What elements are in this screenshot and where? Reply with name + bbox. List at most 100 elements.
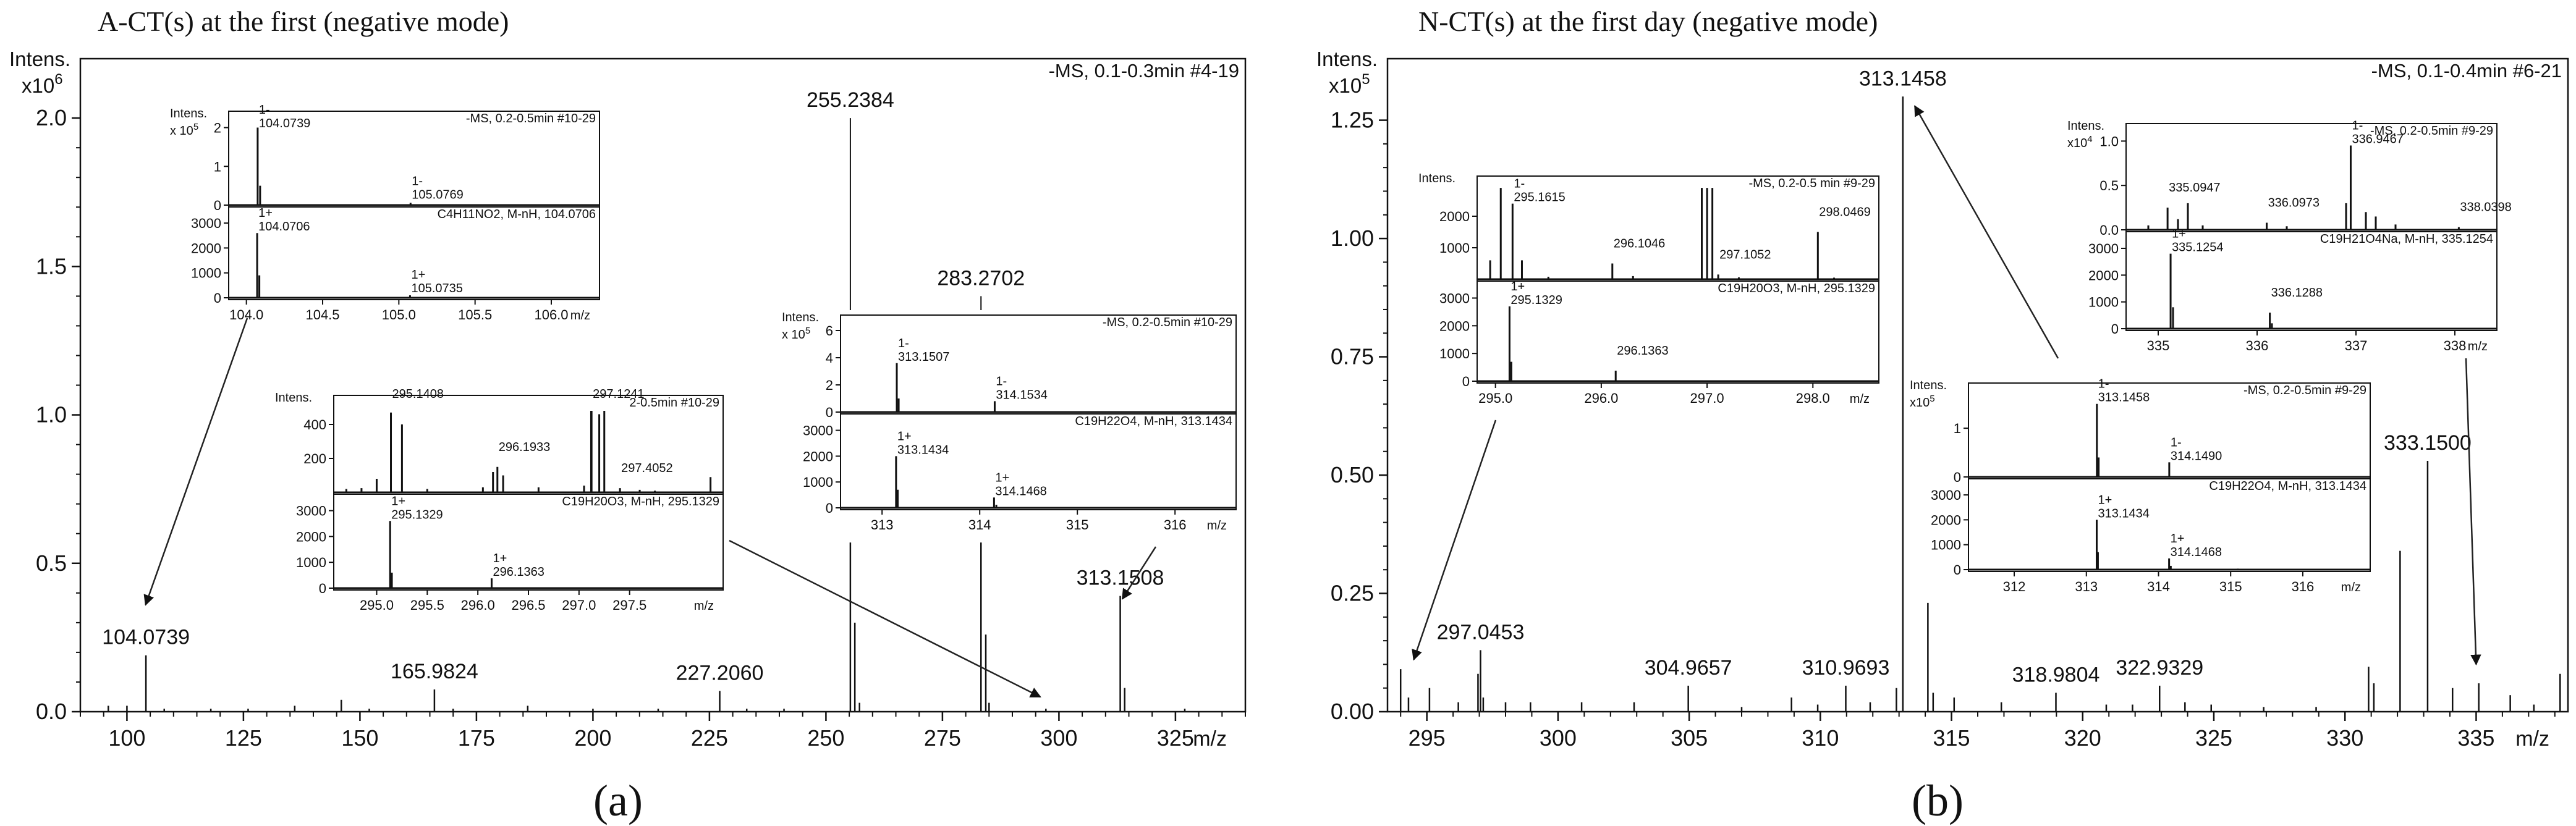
inset-y-tick-label: 1000 [191,266,221,281]
inset-peak-label: 1+ [897,429,912,443]
inset-header: C19H20O3, M-nH, 295.1329 [562,495,719,508]
inset-plot-area [2125,231,2498,331]
inset-peak-label: 314.1468 [2171,546,2222,559]
inset-peak-label: 297.4052 [621,461,672,475]
inset-header: -MS, 0.2-0.5min #10-29 [1103,316,1232,329]
inset-peak-label: 104.0706 [258,220,310,234]
inset-y-tick-label: 2 [826,377,833,393]
inset-header: -MS, 0.2-0.5min #9-29 [2370,124,2493,138]
inset-y-tick-label: 2000 [1439,209,1470,224]
inset-y-tick-label: 0 [826,405,833,420]
inset-header: 2-0.5min #10-29 [629,396,719,410]
inset-peak-label: 297.1052 [1719,248,1771,261]
inset-peak-label: 1+ [2171,532,2185,546]
inset-header: C19H20O3, M-nH, 295.1329 [1718,282,1875,295]
peak-label: 313.1458 [1859,67,1947,90]
inset-peak-label: 336.9467 [2352,133,2403,146]
inset-header: -MS, 0.2-0.5min #9-29 [2243,384,2366,397]
inset-y-tick-label: 2000 [1439,318,1470,334]
x-tick-label: 310 [1802,725,1839,751]
x-tick-label: 320 [2064,725,2101,751]
peak-label: 255.2384 [807,88,894,112]
inset-y-tick-label: 0 [319,581,326,596]
inset-peak-label: 1- [259,103,270,117]
inset-peak-label: 1- [2098,377,2109,391]
inset-peak-label: 1+ [2098,493,2112,507]
inset-peak-label: 1- [2171,436,2182,449]
x-tick-label: 250 [807,725,844,751]
inset-y-tick-label: 1000 [803,474,833,490]
peak-label: 227.2060 [676,661,764,685]
inset-arrow [143,318,248,606]
inset-x-label: m/z [694,599,714,613]
y-axis-label: Intens. [9,48,70,70]
inset-peak-label: 1+ [258,206,273,220]
peak-label: 313.1508 [1077,567,1164,590]
inset-peak-label: 296.1046 [1614,237,1665,251]
inset-x-tick-label: 297.0 [1690,390,1724,406]
inset-peak-label: 1+ [391,494,405,508]
inset-x-tick-label: 104.5 [305,307,339,322]
inset-x-tick-label: 315 [2219,579,2242,594]
y-tick-label: 0.25 [1331,581,1374,606]
inset-x-tick-label: 295.0 [1478,390,1512,406]
inset-y-tick-label: 2 [214,120,221,136]
inset-plot-area [333,494,724,591]
inset-x-tick-label: 313 [2075,579,2098,594]
inset-x-tick-label: 297.0 [562,597,596,613]
inset-peak-label: 297.1241 [593,387,644,401]
inset-a-inset-2: 2-0.5min #10-29 200 400 Intens. 295.1408 296.… [272,387,727,616]
panel-a: A-CT(s) at the first (negative mode) (a) -… [9,6,1247,825]
inset-y-tick-label: 1000 [1439,346,1470,361]
inset-y-label: Intens. [782,311,819,324]
inset-y-tick-label: 400 [303,417,326,432]
inset-peak-label: 105.0735 [411,282,462,295]
inset-peak-label: 298.0469 [1819,206,1870,219]
inset-y-exponent: x 105 [170,122,198,138]
peak-label: 104.0739 [102,626,190,649]
inset-y-tick-label: 3000 [1931,487,1961,503]
y-tick-label: 0.0 [36,699,67,724]
peak-label: 304.9657 [1645,656,1732,680]
inset-plot-area [1477,280,1879,384]
inset-y-tick-label: 1000 [1931,537,1961,553]
y-tick-label: 0.5 [36,550,67,576]
inset-x-tick-label: 337 [2345,338,2368,353]
inset-peak-label: 335.0947 [2169,181,2220,195]
inset-x-label: m/z [2341,581,2361,594]
inset-y-label: Intens. [1910,379,1947,392]
inset-y-tick-label: 0 [826,500,833,516]
inset-y-label: Intens. [275,391,312,405]
inset-y-tick-label: 200 [303,451,326,466]
x-axis-label: m/z [2515,727,2549,751]
inset-y-tick-label: 0.0 [2099,222,2119,238]
inset-header: C19H21O4Na, M-nH, 335.1254 [2320,232,2493,246]
inset-peak-label: 1+ [2172,227,2186,241]
inset-x-label: m/z [2468,340,2488,353]
inset-peak-label: 313.1434 [2098,507,2150,520]
inset-header: C4H11NO2, M-nH, 104.0706 [438,208,596,221]
peak-label: 310.9693 [1802,656,1890,680]
inset-x-tick-label: 105.5 [458,307,492,322]
inset-peak-label: 295.1408 [392,387,444,401]
inset-x-label: m/z [1850,392,1870,406]
inset-peak-label: 1- [2352,119,2363,133]
inset-peak-label: 296.1363 [1617,344,1668,358]
y-axis-label: Intens. [1316,48,1378,70]
x-tick-label: 275 [924,725,961,751]
inset-peak-label: 1- [996,374,1007,388]
inset-y-tick-label: 3000 [2088,241,2119,256]
inset-b-inset-2: -MS, 0.2-0.5min #9-290.00.51.0Intens.x10… [2064,119,2512,356]
inset-arrow [1121,546,1157,600]
inset-y-tick-label: 0 [1462,374,1470,389]
inset-plot-area [333,395,724,495]
inset-x-tick-label: 296.0 [1584,390,1618,406]
inset-peak-label: 1+ [493,552,507,565]
y-tick-label: 0.50 [1331,462,1374,487]
inset-y-label: Intens. [1418,172,1455,185]
y-tick-label: 1.25 [1331,107,1374,133]
y-tick-label: 1.0 [36,402,67,428]
inset-x-tick-label: 315 [1066,517,1089,533]
